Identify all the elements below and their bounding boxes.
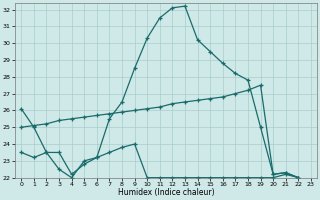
X-axis label: Humidex (Indice chaleur): Humidex (Indice chaleur) xyxy=(118,188,214,197)
